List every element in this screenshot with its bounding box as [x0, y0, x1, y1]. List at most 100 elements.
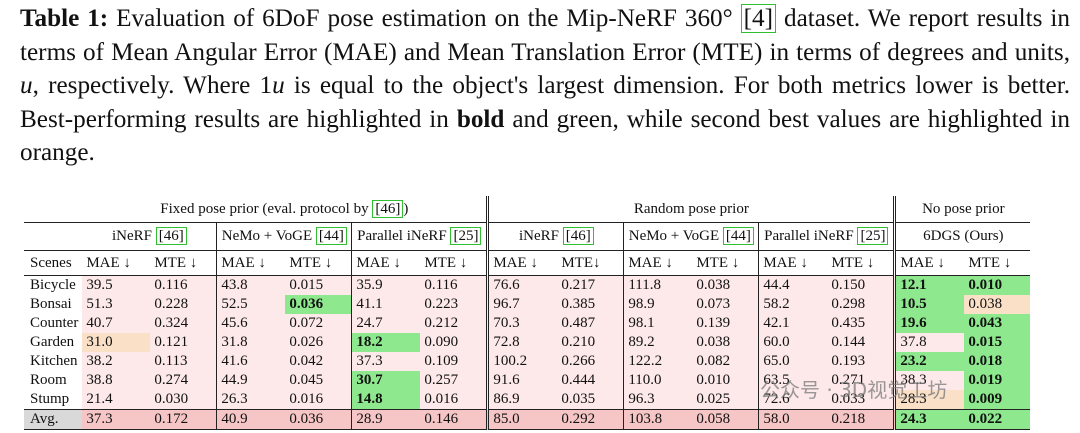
group-fixed-prior: Fixed pose prior (eval. protocol by [46]… [82, 196, 490, 223]
method-nemo: NeMo + VoGE [44] [216, 222, 353, 251]
caption-text-2: dataset. We report results in terms of M… [20, 5, 1071, 66]
unit-symbol: u [20, 72, 33, 100]
method-nemo: NeMo + VoGE [44] [623, 222, 760, 251]
mte-header: MTE ↓ [964, 250, 1031, 276]
mae-value: 12.1 [894, 275, 965, 295]
mae-value: 31.0 [82, 333, 151, 352]
empty-header [24, 223, 82, 251]
mte-value: 0.042 [285, 352, 353, 371]
mte-value: 0.010 [692, 371, 760, 390]
mae-value: 58.0 [758, 409, 828, 430]
mae-value: 72.8 [487, 333, 558, 352]
mte-value: 0.090 [420, 333, 490, 352]
mae-value: 96.7 [487, 295, 558, 314]
table-row: Counter 40.7 0.324 45.6 0.072 24.7 0.212 70.3 0.… [24, 314, 1031, 333]
mae-value: 63.5 [758, 371, 828, 390]
mae-value: 98.1 [623, 314, 693, 333]
mte-header: MTE ↓ [285, 250, 353, 276]
results-table: Fixed pose prior (eval. protocol by [46]… [24, 196, 1031, 430]
mte-value: 0.212 [420, 314, 490, 333]
mte-header: MTE ↓ [420, 250, 490, 276]
mae-value: 37.8 [894, 333, 965, 352]
citation-link[interactable]: [25] [450, 227, 482, 245]
mae-value: 37.3 [351, 352, 421, 371]
mte-header: MTE↓ [557, 250, 625, 276]
empty-header [24, 196, 83, 223]
scene-name: Bicycle [30, 277, 76, 293]
mae-value: 42.1 [758, 314, 828, 333]
mte-value: 0.016 [285, 390, 353, 410]
method-parallel: Parallel iNeRF [25] [758, 222, 897, 251]
mae-header: MAE ↓ [623, 250, 693, 276]
mae-value: 40.7 [82, 314, 151, 333]
mte-value: 0.045 [285, 371, 353, 390]
mae-value: 26.3 [216, 390, 286, 410]
mte-value: 0.073 [692, 295, 760, 314]
mte-header: MTE ↓ [150, 250, 218, 276]
scene-name: Bonsai [30, 296, 72, 312]
citation-link[interactable]: [46] [155, 227, 187, 245]
mte-value: 0.038 [692, 275, 760, 295]
mae-value: 19.6 [894, 314, 965, 333]
caption-label: Table 1: [20, 5, 109, 32]
mte-value: 0.038 [964, 295, 1031, 314]
mae-value: 41.6 [216, 352, 286, 371]
mte-value: 0.150 [827, 275, 897, 295]
bold-word: bold [456, 105, 505, 133]
mte-value: 0.121 [150, 333, 218, 352]
mte-value: 0.025 [692, 390, 760, 410]
mte-value: 0.228 [150, 295, 218, 314]
mae-header: MAE ↓ [82, 250, 151, 276]
mae-value: 45.6 [216, 314, 286, 333]
mte-value: 0.033 [827, 390, 897, 410]
mae-value: 98.9 [623, 295, 693, 314]
unit-symbol-2: u [272, 72, 285, 100]
mte-value: 0.072 [285, 314, 353, 333]
mae-value: 85.0 [487, 409, 558, 430]
mae-value: 122.2 [623, 352, 693, 371]
mte-value: 0.026 [285, 333, 353, 352]
mte-value: 0.018 [964, 352, 1031, 371]
mae-value: 21.4 [82, 390, 151, 410]
mte-value: 0.217 [557, 275, 625, 295]
mae-value: 41.1 [351, 295, 421, 314]
mte-value: 0.210 [557, 333, 625, 352]
mte-value: 0.435 [827, 314, 897, 333]
mae-value: 44.4 [758, 275, 828, 295]
average-row: Avg. 37.3 0.172 40.9 0.036 28.9 0.146 85.0 0.292… [24, 409, 1031, 430]
mte-value: 0.082 [692, 352, 760, 371]
mte-value: 0.266 [557, 352, 625, 371]
mte-value: 0.009 [964, 390, 1031, 410]
mte-value: 0.015 [964, 333, 1031, 352]
mae-value: 30.7 [351, 371, 421, 390]
mae-value: 86.9 [487, 390, 558, 410]
mae-value: 28.3 [894, 390, 965, 410]
mte-value: 0.444 [557, 371, 625, 390]
mte-value: 0.218 [827, 409, 897, 430]
mae-value: 14.8 [351, 390, 421, 410]
mae-value: 18.2 [351, 333, 421, 352]
scene-name: Kitchen [30, 353, 78, 369]
mte-value: 0.385 [557, 295, 625, 314]
group-no-prior: No pose prior [894, 196, 1031, 223]
method-inerf: iNeRF [46] [487, 222, 625, 251]
caption-text-4: is equal to the object's largest dimensi… [20, 72, 1070, 133]
citation-link[interactable]: [4] [740, 4, 777, 33]
citation-link[interactable]: [25] [857, 227, 889, 245]
watermark: 公众号 · 3D视觉工坊 [760, 378, 948, 402]
mte-value: 0.116 [420, 275, 490, 295]
caption-text-3: , respectively. Where 1 [32, 72, 273, 100]
citation-link[interactable]: [46] [372, 199, 404, 218]
scene-name: Avg. [24, 409, 83, 430]
mte-value: 0.271 [827, 371, 897, 390]
citation-link[interactable]: [46] [562, 227, 594, 245]
mae-value: 103.8 [623, 409, 693, 430]
mae-value: 37.3 [82, 409, 151, 430]
caption-text-1: Evaluation of 6DoF pose estimation on th… [116, 5, 741, 32]
citation-link[interactable]: [44] [315, 227, 347, 245]
mte-value: 0.038 [692, 333, 760, 352]
mte-value: 0.010 [964, 275, 1031, 295]
citation-link[interactable]: [44] [722, 227, 754, 245]
mte-value: 0.043 [964, 314, 1031, 333]
mae-value: 65.0 [758, 352, 828, 371]
